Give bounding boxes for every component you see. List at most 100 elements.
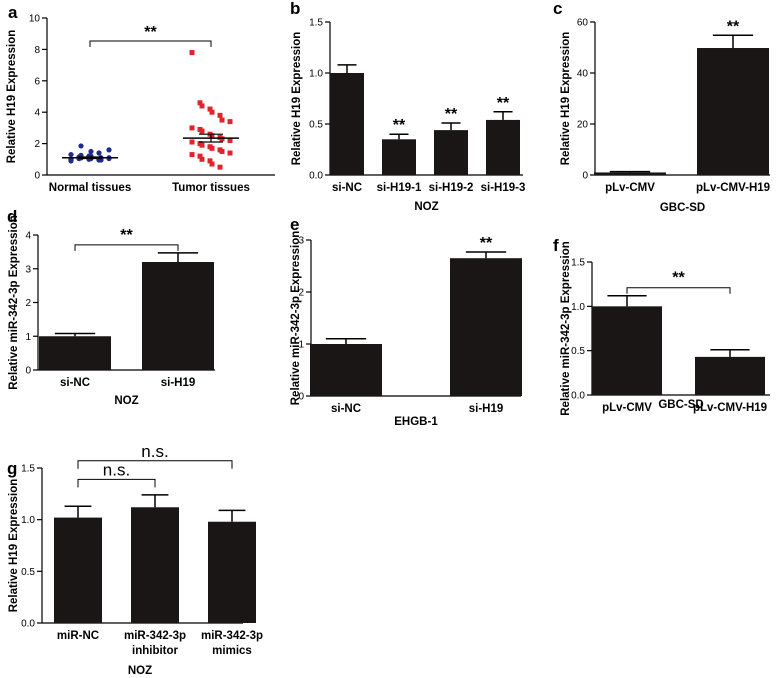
panel-b-category-label: si-NC [332, 182, 362, 194]
panel-d-y-tick-label: 3 [25, 264, 31, 275]
panel-b-category-label: si-H19-1 [377, 182, 422, 194]
panel-a-tumor-point [209, 109, 215, 115]
panel-e-y-tick-label: 3 [298, 236, 304, 247]
panel-g-category-label: inhibitor [132, 645, 179, 657]
panel-a-tumor-point [209, 161, 215, 167]
panel-g-bar [208, 521, 256, 623]
panel-a-normal-point [68, 151, 74, 158]
panel-g-ns-bracket [77, 460, 233, 469]
panel-a-normal-point [78, 143, 84, 149]
panel-a-normal-point [88, 148, 94, 155]
panel-g-bar [131, 507, 179, 623]
panel-a-tumor-point [217, 164, 223, 170]
panel-a-tumor-point [219, 148, 225, 154]
panel-b-cell-line-label: NOZ [414, 201, 438, 213]
panel-a-tumor-point [227, 119, 233, 125]
panel-a-normal-point [96, 150, 102, 156]
panel-d-category-label: si-H19 [161, 377, 196, 389]
panel-c-y-tick-label: 20 [577, 120, 589, 131]
panel-a-y-tick-label: 10 [29, 14, 41, 25]
panel-d-y-tick-label: 1 [25, 332, 31, 343]
panel-e-y-tick-label: 2 [298, 288, 304, 299]
panel-a-tumor-point [199, 103, 205, 109]
panel-a-tumor-point [189, 50, 195, 56]
panel-g-category-label: miR-342-3p [201, 630, 263, 642]
panel-a-y-tick-label: 0 [34, 171, 40, 182]
panel-a-tumor-point [209, 133, 215, 139]
panel-e-bar [450, 258, 522, 396]
panel-a-tumor-point [199, 142, 205, 148]
panel-a-normal-point [106, 155, 112, 162]
panel-g-y-tick-label: 1.5 [21, 464, 35, 475]
panel-a-tumor-point [197, 100, 203, 106]
panel-e-bar [310, 344, 382, 396]
panel-c-category-label: pLv-CMV [605, 182, 655, 194]
panel-f-y-tick-label: 0.0 [571, 391, 585, 402]
panel-c-y-tick-label: 60 [577, 18, 589, 29]
panel-c-bar [697, 48, 769, 176]
panel-g-y-title: Relative H19 Expression [8, 479, 20, 613]
panel-d-cell-line-label: NOZ [114, 395, 138, 407]
panel-b-bar [434, 130, 468, 175]
panel-g-ns-bracket [77, 478, 156, 488]
panel-b-significance-star: ** [445, 106, 458, 123]
panel-b-category-label: si-H19-3 [481, 182, 526, 194]
panel-b-significance-star: ** [393, 117, 406, 134]
panel-b-y-tick-label: 1.5 [309, 18, 323, 29]
panel-g-bar [54, 517, 102, 623]
panel-f-y-title: Relative miR-342-3p Expression [560, 241, 572, 416]
panel-f-category-label: pLv-CMV [602, 402, 652, 414]
panel-a-category-label: Tumor tissues [172, 182, 250, 194]
panel-c-bar [594, 172, 666, 175]
panel-f-letter: f [553, 236, 559, 255]
panel-a-normal-point [106, 147, 112, 153]
panel-d-category-label: si-NC [60, 377, 90, 389]
panel-b-bar [486, 119, 520, 175]
panel-e-y-tick-label: 1 [298, 340, 304, 351]
panel-b-y-title: Relative H19 Expression [291, 32, 303, 166]
panel-a-y-tick-label: 2 [34, 139, 40, 150]
panel-e-cell-line-label: EHGB-1 [394, 416, 438, 428]
panel-c-y-tick-label: 0 [582, 171, 588, 182]
panel-a-tumor-point [189, 152, 195, 158]
panel-a-tumor-point [219, 136, 225, 142]
panel-b-bar [330, 73, 364, 175]
panel-e-category-label: si-NC [331, 403, 361, 415]
panel-b-significance-star: ** [497, 95, 510, 112]
panel-a-tumor-point [209, 145, 215, 151]
panel-g-y-tick-label: 0.0 [21, 619, 35, 630]
panel-f-bar [695, 356, 765, 395]
panel-g-category-label: miR-342-3p [124, 630, 186, 642]
panel-a-significance-star: ** [144, 24, 157, 41]
panel-a-y-tick-label: 8 [34, 45, 40, 56]
panel-a-y-tick-label: 4 [34, 108, 40, 119]
panel-d-y-title: Relative miR-342-3p Expression [8, 215, 20, 390]
panel-d-bar [142, 262, 214, 370]
panel-c-y-title: Relative H19 Expression [560, 32, 572, 166]
panel-a-significance-bracket [89, 40, 212, 47]
panel-c-y-tick-label: 40 [577, 69, 589, 80]
panel-d-y-tick-label: 2 [25, 298, 31, 309]
panel-g-cell-line-label: NOZ [128, 665, 152, 677]
panel-g-y-tick-label: 0.5 [21, 567, 35, 578]
panel-f-y-tick-label: 0.5 [571, 346, 585, 357]
panel-a-tumor-point [217, 112, 223, 118]
panel-a-tumor-point [227, 150, 233, 156]
panel-d-significance-star: ** [120, 227, 133, 244]
panel-b-y-tick-label: 1.0 [309, 69, 323, 80]
panel-a-letter: a [8, 3, 18, 22]
panel-a-tumor-point [219, 117, 225, 123]
panel-e-letter: e [290, 215, 299, 234]
panel-c-significance-star: ** [727, 18, 740, 35]
panel-d-significance-bracket [74, 244, 179, 251]
panel-g-category-label: miR-NC [57, 630, 99, 642]
panel-a-y-title: Relative H19 Expression [6, 30, 18, 164]
panel-b-bar [382, 139, 416, 175]
panel-d-y-tick-label: 0 [25, 366, 31, 377]
panel-d-bar [39, 336, 111, 370]
panel-c-category-label: pLv-CMV-H19 [696, 182, 770, 194]
panel-a-tumor-point [227, 137, 233, 143]
panel-d-y-tick-label: 4 [25, 231, 31, 242]
panel-a-tumor-point [207, 158, 213, 164]
